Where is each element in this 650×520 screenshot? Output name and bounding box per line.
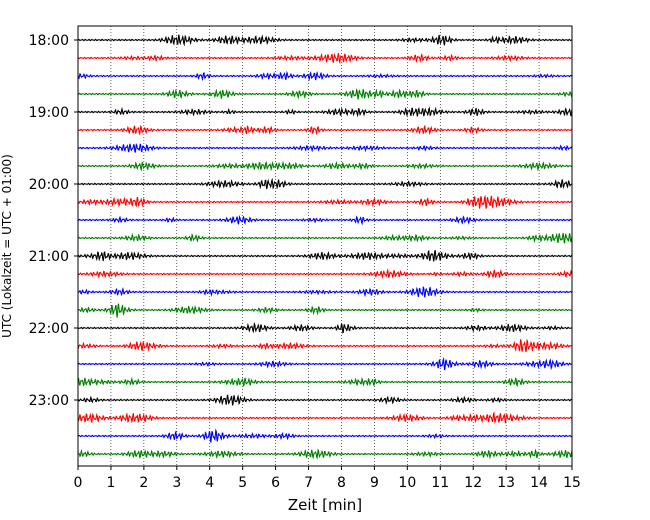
trace-2300 — [77, 394, 573, 406]
trace-1900 — [77, 106, 573, 118]
trace-2230 — [77, 357, 573, 371]
trace-2245 — [77, 376, 573, 388]
y-tick-label: 22:00 — [29, 321, 69, 337]
trace-2200 — [77, 321, 573, 334]
trace-2215 — [77, 338, 573, 353]
x-tick-label: 14 — [530, 475, 548, 491]
trace-2345 — [77, 448, 573, 460]
trace-2130 — [77, 285, 573, 298]
plot-frame — [77, 25, 573, 467]
y-tick-label: 18:00 — [29, 33, 69, 49]
x-axis-ticks: 0 1 2 3 4 5 6 7 8 9 10 11 12 13 14 15 — [74, 466, 581, 491]
trace-2315 — [77, 411, 573, 425]
x-tick-label: 3 — [172, 475, 181, 491]
x-tick-label: 1 — [106, 475, 115, 491]
x-tick-label: 9 — [370, 475, 379, 491]
x-tick-label: 0 — [74, 475, 83, 491]
x-tick-label: 2 — [139, 475, 148, 491]
x-tick-label: 10 — [398, 475, 416, 491]
y-tick-label: 21:00 — [29, 249, 69, 265]
x-tick-label: 12 — [464, 475, 482, 491]
x-tick-label: 11 — [431, 475, 449, 491]
vertical-gridlines — [110, 26, 540, 466]
trace-2015 — [77, 194, 573, 209]
trace-2045 — [77, 232, 573, 244]
y-axis-ticks: 18:00 19:00 20:00 21:00 22:00 23:00 — [29, 33, 78, 409]
trace-1930 — [77, 143, 573, 153]
trace-2115 — [77, 268, 573, 280]
trace-2330 — [77, 428, 573, 443]
trace-1830 — [77, 70, 573, 82]
x-axis-title: Zeit [min] — [288, 496, 362, 514]
y-tick-label: 19:00 — [29, 105, 69, 121]
y-tick-label: 20:00 — [29, 177, 69, 193]
x-tick-label: 15 — [563, 475, 581, 491]
x-tick-label: 13 — [497, 475, 515, 491]
y-axis-title: UTC (Lokalzeit = UTC + 01:00) — [0, 154, 14, 338]
trace-2145 — [77, 303, 573, 318]
trace-1845 — [77, 88, 573, 100]
y-tick-label: 23:00 — [29, 393, 69, 409]
x-tick-label: 4 — [205, 475, 214, 491]
trace-2100 — [77, 249, 573, 262]
trace-1800 — [77, 34, 572, 47]
trace-lines — [77, 34, 573, 460]
trace-1915 — [77, 124, 573, 136]
trace-1815 — [77, 52, 573, 65]
x-tick-label: 5 — [238, 475, 247, 491]
trace-1945 — [77, 160, 573, 172]
x-tick-label: 8 — [337, 475, 346, 491]
plot-background — [78, 26, 572, 466]
x-tick-label: 6 — [271, 475, 280, 491]
trace-2030 — [77, 214, 573, 226]
x-tick-label: 7 — [304, 475, 313, 491]
trace-2000 — [77, 177, 573, 190]
